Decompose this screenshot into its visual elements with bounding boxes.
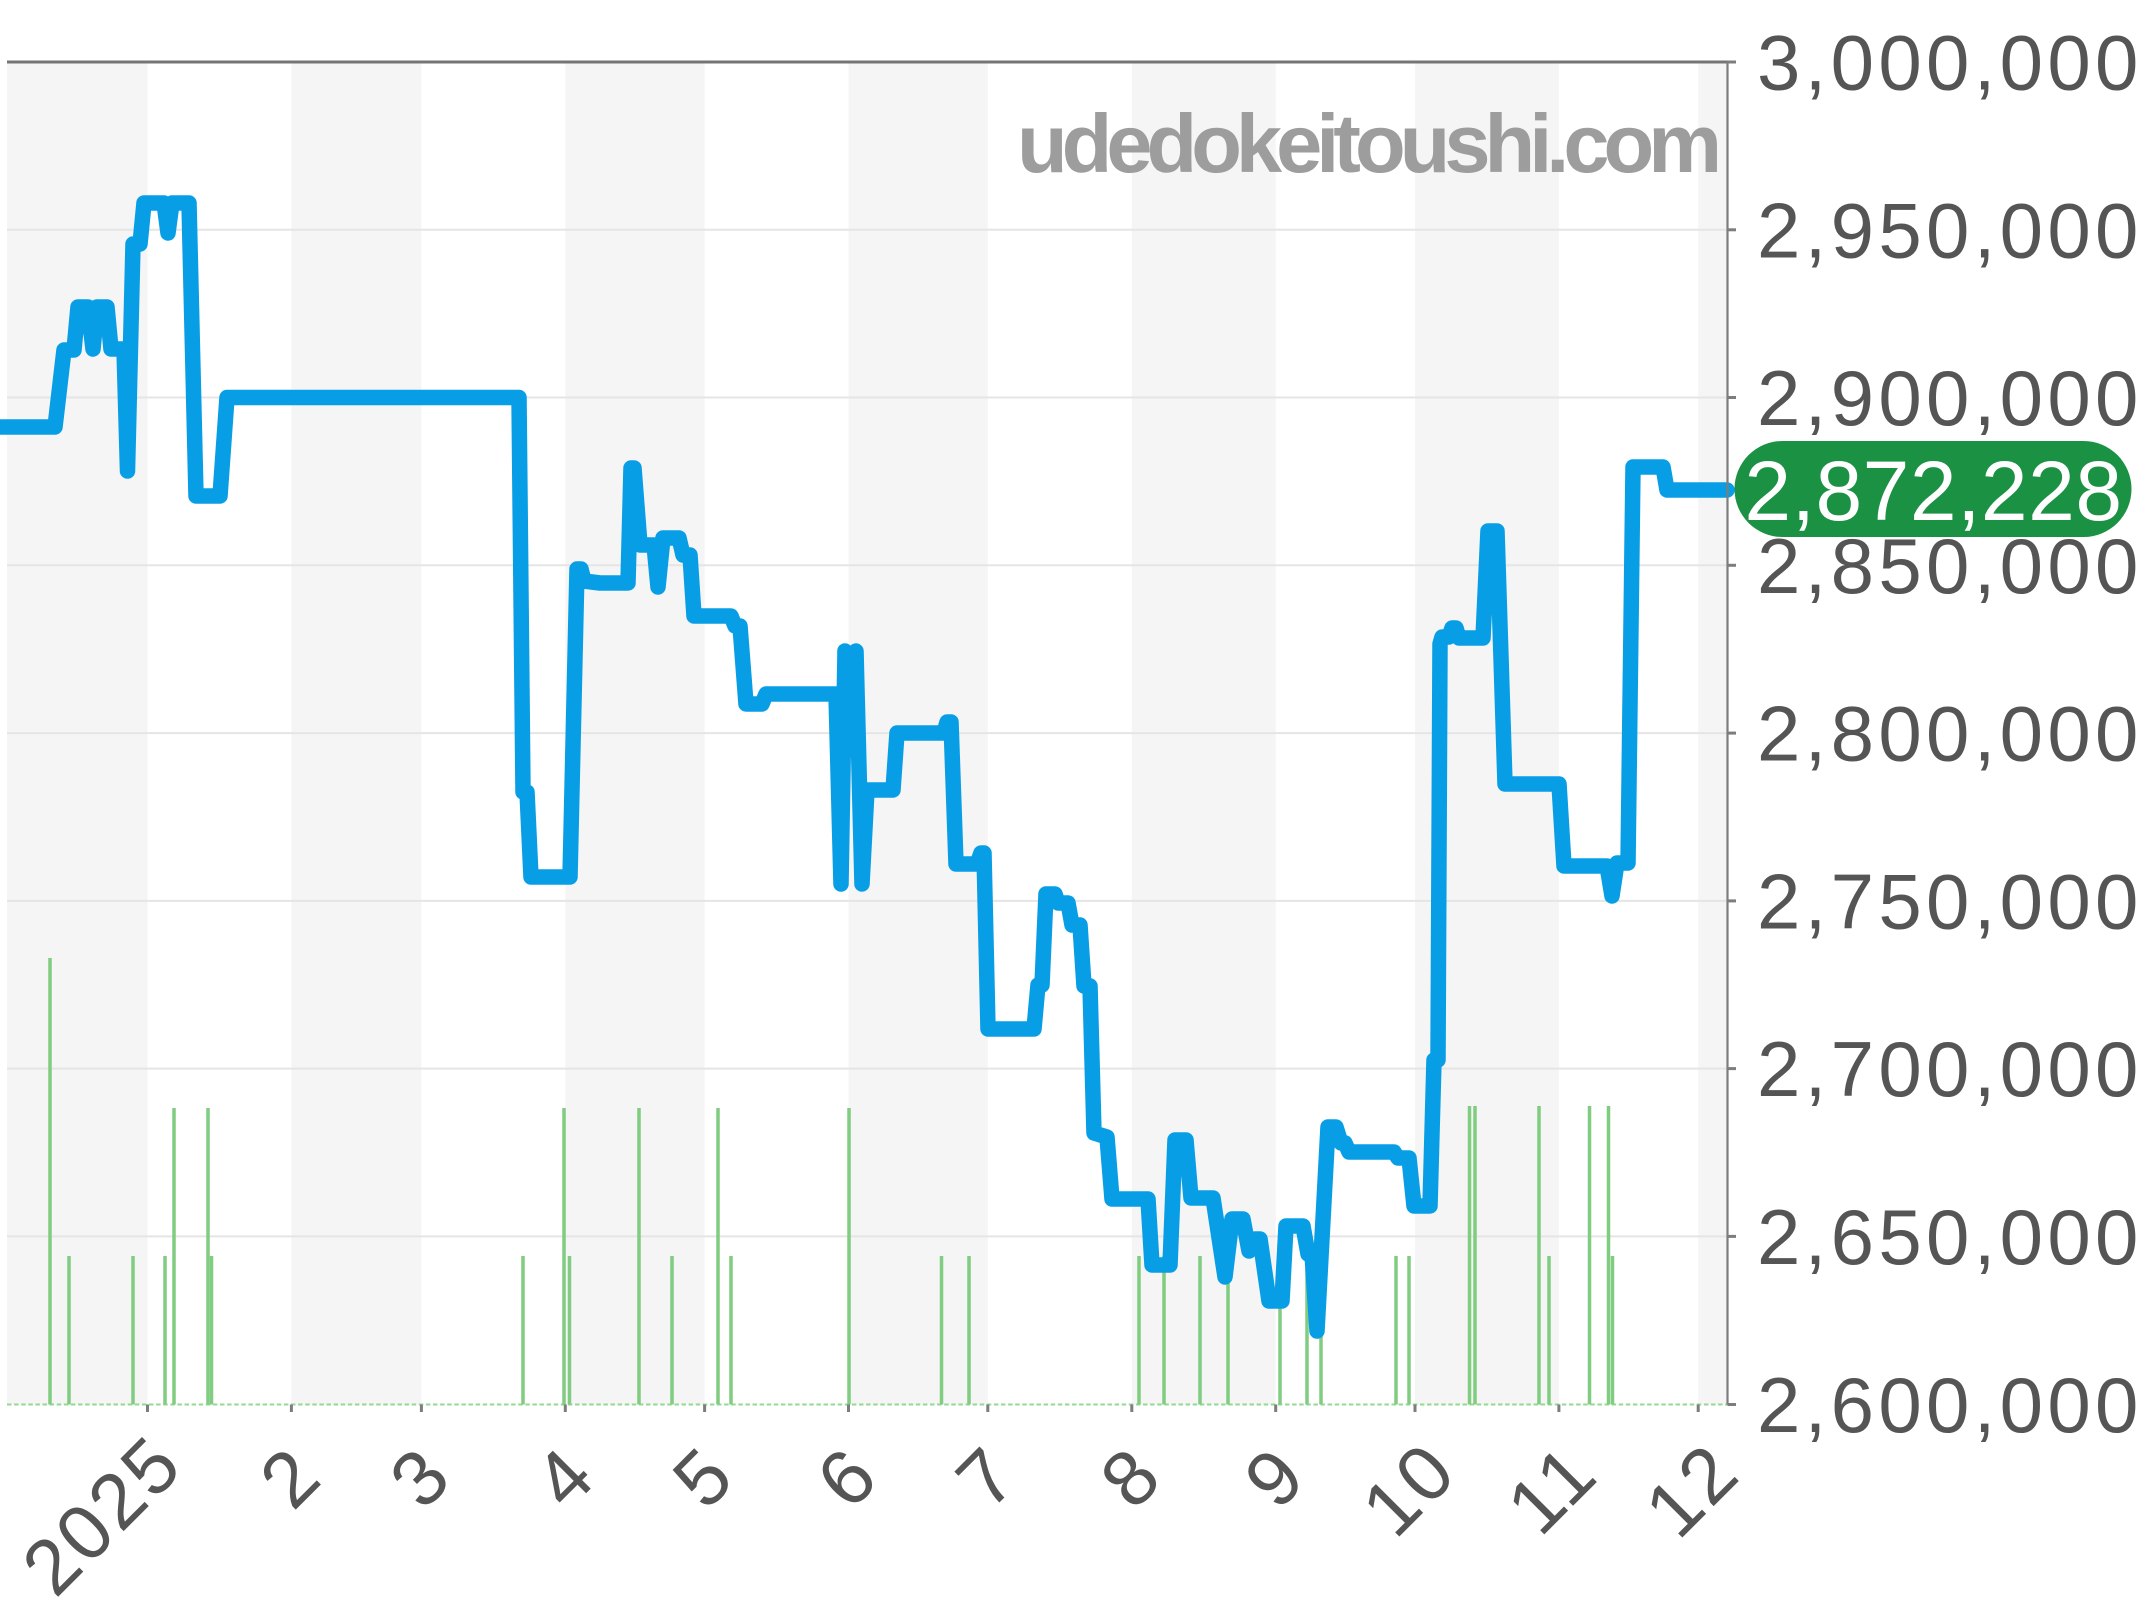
svg-text:2,900,000: 2,900,000 [1757, 354, 2143, 442]
svg-text:2,950,000: 2,950,000 [1757, 186, 2143, 274]
svg-text:2,872,228: 2,872,228 [1744, 444, 2122, 538]
svg-text:2,700,000: 2,700,000 [1757, 1025, 2143, 1113]
svg-text:udedokeitoushi.com: udedokeitoushi.com [1017, 97, 1717, 190]
svg-text:3,000,000: 3,000,000 [1757, 19, 2143, 107]
svg-text:2,800,000: 2,800,000 [1757, 690, 2143, 778]
svg-text:2,650,000: 2,650,000 [1757, 1193, 2143, 1281]
svg-text:2,750,000: 2,750,000 [1757, 857, 2143, 945]
svg-text:2,600,000: 2,600,000 [1757, 1361, 2143, 1449]
